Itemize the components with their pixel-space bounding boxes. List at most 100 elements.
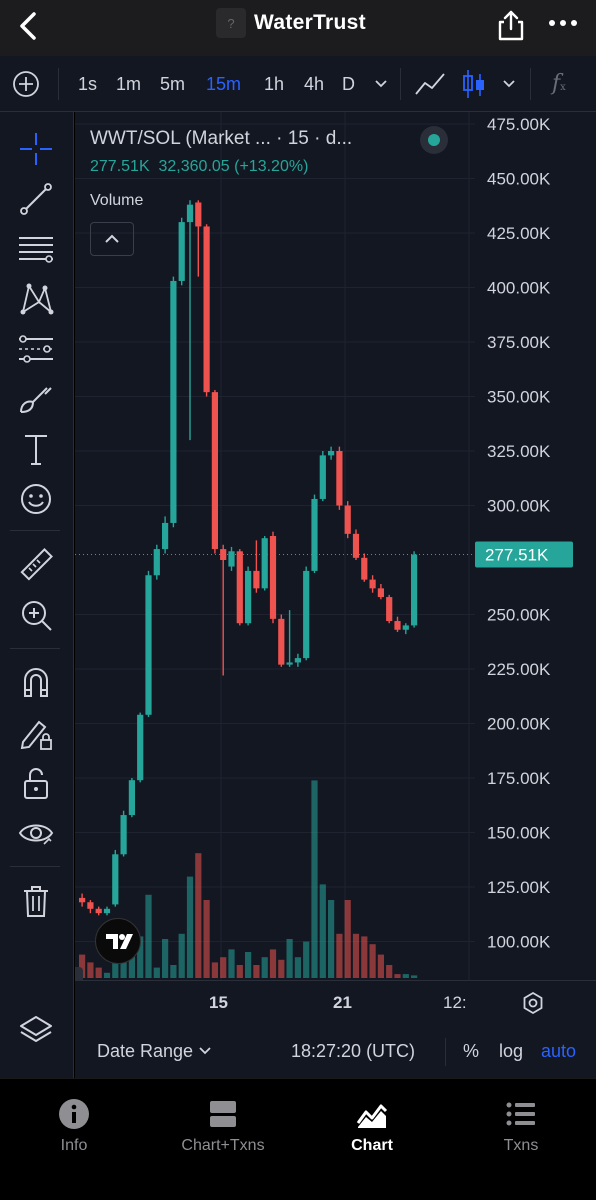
candle-body [137,714,144,781]
volume-bar [236,965,243,978]
volume-bar [253,965,260,978]
indicators-label: f [552,71,561,96]
candle-body [103,908,111,914]
candles-icon[interactable] [462,56,486,112]
candle-body [303,570,310,659]
indicators-icon[interactable]: fx [552,71,566,96]
candle-body [278,618,285,665]
volume-bar [87,962,94,978]
tab-txns-label: Txns [503,1137,539,1154]
chart-canvas[interactable]: 277.51K 475.00K 450.00K 425.00K 400.00K 375.… [75,112,596,980]
volume-bar [278,959,285,978]
time-label-15: 15 [209,993,228,1012]
tradingview-logo-icon[interactable] [95,918,141,964]
ellipsis-icon[interactable] [548,10,578,40]
candle-body [153,549,160,576]
line-chart-icon[interactable] [414,56,446,112]
chevron-up-icon[interactable] [90,222,134,256]
volume-bar [336,933,343,978]
legend-symbol-title: WWT/SOL (Market ... · 15 · d... [90,128,353,149]
date-range-button[interactable]: Date Range [97,1041,212,1062]
tab-info-label: Info [60,1137,88,1154]
trend-line-icon[interactable] [17,180,55,218]
volume-bar [344,900,351,978]
ruler-icon[interactable] [17,546,55,584]
volume-bar [178,933,185,978]
chevron-down-icon[interactable] [374,56,388,112]
chart-txns-icon [210,1101,236,1127]
tab-chart-txns[interactable]: Chart+Txns [168,1097,278,1155]
eye-icon[interactable] [17,814,55,852]
zoom-in-icon[interactable] [17,596,55,634]
candle-body [319,455,326,499]
y-tick-label: 100.00K [487,933,551,952]
utc-time[interactable]: 18:27:20 (UTC) [291,1041,416,1061]
time-axis[interactable]: 15 21 12: [75,980,596,1026]
volume-bar [303,941,310,978]
trash-icon[interactable] [17,882,55,920]
gear-icon[interactable] [521,991,545,1015]
chevron-down-icon[interactable] [502,56,516,112]
volume-bar [386,965,393,978]
tab-info[interactable]: Info [44,1097,104,1155]
status-dot-icon[interactable] [420,126,448,154]
candle-body [286,662,293,665]
interval-d[interactable]: D [342,74,355,94]
y-tick-label: 175.00K [487,769,551,788]
forecast-icon[interactable] [17,330,55,368]
layers-icon[interactable] [17,1012,55,1050]
volume-bar [137,936,144,978]
percent-toggle[interactable]: % [463,1041,480,1061]
tab-txns[interactable]: Txns [490,1097,552,1155]
chevron-left-icon[interactable]: ‹ [75,967,83,980]
toolbar-divider [400,68,401,100]
tab-chart[interactable]: Chart [340,1097,404,1155]
volume-bar [79,954,86,978]
y-tick-label: 400.00K [487,279,551,298]
y-tick-label: 325.00K [487,442,551,461]
interval-15m[interactable]: 15m [206,74,242,94]
tools-divider [10,866,60,867]
y-tick-label: 200.00K [487,715,551,734]
interval-1m[interactable]: 1m [116,74,142,94]
candle-body [128,780,135,816]
volume-bar [220,957,227,978]
interval-4h[interactable]: 4h [304,74,325,94]
volume-bar [153,967,160,978]
token-logo-placeholder: ? [216,8,246,38]
emoji-icon[interactable] [17,480,55,518]
candle-body [402,625,409,630]
tab-chart-txns-label: Chart+Txns [181,1137,265,1154]
volume-bar [269,949,277,978]
interval-1h[interactable]: 1h [264,74,285,94]
brush-icon[interactable] [17,380,55,418]
crosshair-icon[interactable] [17,130,55,168]
share-icon[interactable] [496,8,526,42]
chart-icon [356,1104,388,1128]
interval-5m[interactable]: 5m [160,74,186,94]
candle-body [145,575,152,715]
volume-bar [228,949,235,978]
tools-divider [10,648,60,649]
chevron-left-icon[interactable] [14,8,42,44]
tools-divider [10,530,60,531]
magnet-icon[interactable] [17,664,55,702]
candle-body [236,551,243,624]
app-header: ? WaterTrust [0,0,596,56]
price-chart[interactable]: 277.51K 475.00K 450.00K 425.00K 400.00K 375.… [75,112,596,980]
date-range-label: Date Range [97,1041,194,1061]
lock-drawing-icon[interactable] [17,714,55,752]
log-toggle[interactable]: log [499,1041,524,1061]
auto-toggle[interactable]: auto [541,1041,577,1061]
y-tick-label: 475.00K [487,115,551,134]
unlock-icon[interactable] [17,764,55,802]
text-tool-icon[interactable] [17,430,55,468]
add-symbol-icon[interactable] [12,56,40,112]
last-price-label: 277.51K [485,546,549,565]
candle-body [79,897,86,903]
pattern-icon[interactable] [17,280,55,318]
interval-1s[interactable]: 1s [78,74,98,94]
volume-bar [311,780,318,978]
fib-lines-icon[interactable] [17,230,55,268]
bottom-tab-bar: Info Chart+Txns Chart Txns [0,1078,596,1200]
